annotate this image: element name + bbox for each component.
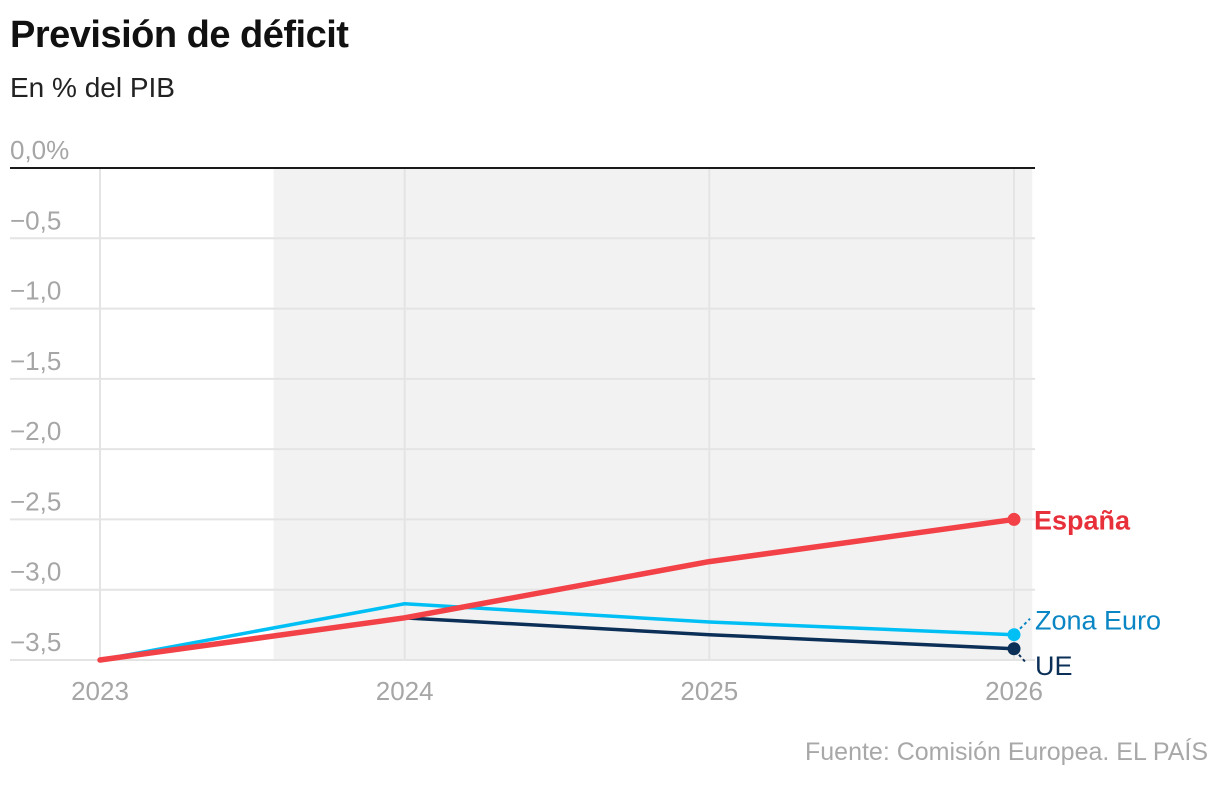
end-point-zona-euro xyxy=(1007,628,1021,642)
forecast-shading xyxy=(273,168,1033,660)
y-tick-label: −0,5 xyxy=(10,205,61,235)
x-tick-label: 2024 xyxy=(376,676,434,706)
leader-line-ue xyxy=(1018,654,1027,664)
chart-subtitle: En % del PIB xyxy=(10,72,175,103)
x-tick-label: 2026 xyxy=(985,676,1043,706)
chart-title: Previsión de déficit xyxy=(10,14,349,56)
y-tick-label: −2,0 xyxy=(10,416,61,446)
y-tick-label: −1,5 xyxy=(10,346,61,376)
y-tick-label: −3,0 xyxy=(10,557,61,587)
source-separator: . xyxy=(1102,738,1110,766)
y-tick-label: −1,0 xyxy=(10,276,61,306)
x-tick-label: 2025 xyxy=(680,676,738,706)
publisher-name: EL PAÍS xyxy=(1116,738,1208,766)
series-line-zona-euro xyxy=(98,602,1016,662)
end-point-ue xyxy=(1007,642,1021,656)
end-point-espana xyxy=(1007,512,1021,526)
series-label-espana: España xyxy=(1034,505,1131,535)
series-label-zona-euro: Zona Euro xyxy=(1035,606,1161,636)
y-tick-label: −3,5 xyxy=(10,627,61,657)
x-tick-label: 2023 xyxy=(71,676,129,706)
y-tick-label: −2,5 xyxy=(10,486,61,516)
source-note: Fuente: Comisión Europea. EL PAÍS xyxy=(805,738,1208,767)
y-tick-label: 0,0% xyxy=(10,135,69,165)
series-label-ue: UE xyxy=(1035,651,1073,681)
source-text: Fuente: Comisión Europea xyxy=(804,738,1103,766)
leader-line-zona-euro xyxy=(1019,617,1031,630)
series-line-espa-a xyxy=(97,516,1017,663)
